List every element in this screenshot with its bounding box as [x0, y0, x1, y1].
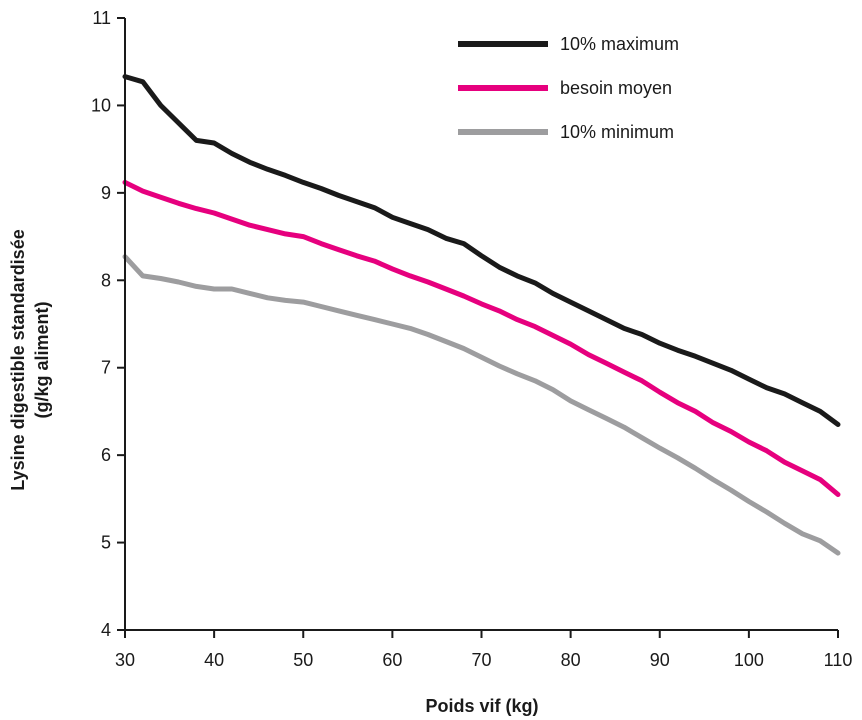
y-tick-label: 7: [101, 358, 111, 378]
legend: 10% maximum besoin moyen 10% minimum: [458, 34, 679, 142]
x-tick-label: 80: [561, 650, 581, 670]
y-tick-label: 6: [101, 445, 111, 465]
x-axis-ticks: 30 40 50 60 70 80 90 100 110: [115, 630, 852, 670]
y-tick-label: 8: [101, 270, 111, 290]
y-axis-title-line1: Lysine digestible standardisée: [8, 229, 28, 490]
x-tick-label: 40: [204, 650, 224, 670]
x-tick-label: 60: [382, 650, 402, 670]
x-tick-label: 30: [115, 650, 135, 670]
legend-label: 10% minimum: [560, 122, 674, 142]
y-axis-title-line2: (g/kg aliment): [32, 301, 52, 418]
y-tick-label: 9: [101, 183, 111, 203]
series-line-2: [122, 179, 841, 497]
y-axis-title: Lysine digestible standardisée (g/kg ali…: [8, 229, 52, 490]
x-tick-label: 50: [293, 650, 313, 670]
legend-label: 10% maximum: [560, 34, 679, 54]
series-line-1: [122, 74, 841, 427]
y-tick-label: 5: [101, 533, 111, 553]
y-tick-label: 4: [101, 620, 111, 640]
series-line-3: [122, 254, 841, 556]
plot-area: [122, 74, 841, 556]
x-tick-label: 70: [471, 650, 491, 670]
axes: [124, 18, 838, 631]
y-axis-ticks: 4 5 6 7 8 9 10 11: [91, 8, 125, 640]
y-tick-label: 11: [92, 8, 111, 28]
legend-label: besoin moyen: [560, 78, 672, 98]
y-tick-label: 10: [91, 95, 111, 115]
x-tick-label: 110: [824, 650, 853, 670]
x-tick-label: 90: [650, 650, 670, 670]
x-tick-label: 100: [734, 650, 764, 670]
x-axis-title: Poids vif (kg): [425, 696, 538, 716]
